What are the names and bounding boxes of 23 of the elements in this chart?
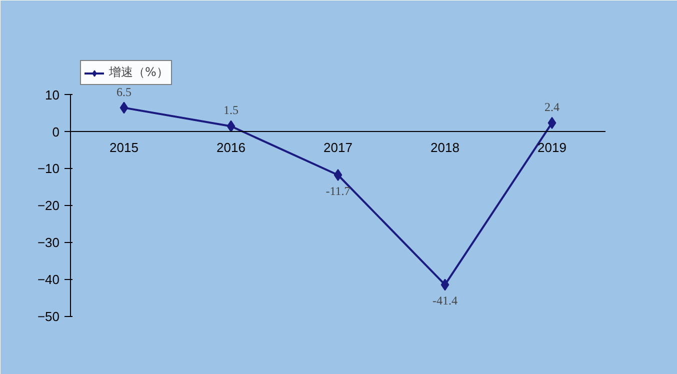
y-tick-label: 0 (52, 124, 60, 140)
data-label: 1.5 (224, 103, 238, 118)
point (334, 169, 342, 182)
y-tick-label: −40 (37, 272, 60, 288)
point (120, 102, 128, 114)
data-label: 6.5 (116, 84, 132, 99)
x-tick-label: 2016 (216, 140, 246, 155)
legend-label: 增速（%） (109, 64, 168, 81)
x-tick-label: 2017 (324, 140, 352, 155)
point (440, 278, 450, 291)
y-tick-label: −20 (37, 198, 60, 214)
x-tick-label: 2018 (430, 140, 460, 155)
data-label: -41.4 (432, 294, 458, 308)
x-tick-label: 2015 (110, 140, 138, 155)
data-label: -11.7 (326, 184, 350, 198)
y-tick-label: −30 (37, 235, 60, 250)
point (548, 116, 556, 129)
y-tick-label: 10 (45, 87, 60, 102)
data-label: 2.4 (544, 100, 560, 114)
y-tick-label: −10 (37, 161, 60, 176)
x-tick-label: 2019 (538, 140, 566, 155)
y-tick-label: −50 (37, 309, 60, 324)
point (226, 120, 236, 132)
